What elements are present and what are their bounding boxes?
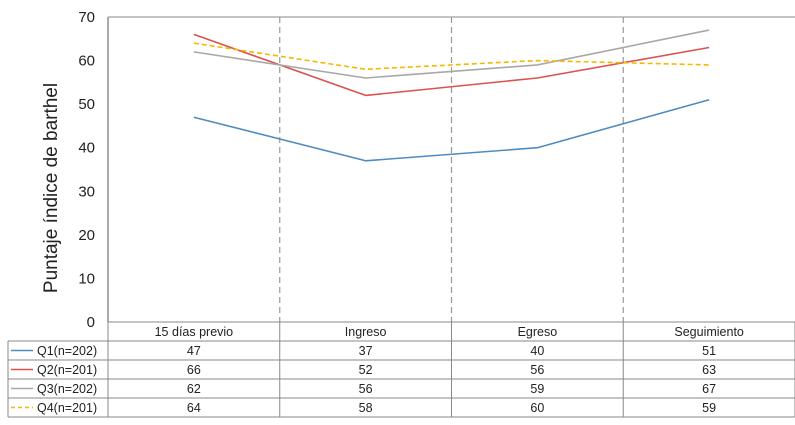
y-tick-label: 20 xyxy=(78,227,95,244)
table-value-cell: 66 xyxy=(187,363,201,377)
x-category-label: Egreso xyxy=(518,325,558,339)
series-line-q3 xyxy=(193,29,710,79)
table-value-cell: 62 xyxy=(187,382,201,396)
table-value-cell: 59 xyxy=(530,382,544,396)
table-value-cell: 47 xyxy=(187,344,201,358)
y-tick-label: 70 xyxy=(78,9,95,26)
legend-label: Q2(n=201) xyxy=(37,363,97,377)
x-category-label: Ingreso xyxy=(345,325,387,339)
table-value-cell: 60 xyxy=(530,401,544,415)
table-value-cell: 56 xyxy=(359,382,373,396)
table-value-cell: 51 xyxy=(702,344,716,358)
series-line-q1 xyxy=(193,99,710,162)
table-value-cell: 64 xyxy=(187,401,201,415)
series-line-q4 xyxy=(193,42,710,71)
table-value-cell: 67 xyxy=(702,382,716,396)
table-value-cell: 40 xyxy=(530,344,544,358)
separator-layer xyxy=(279,17,624,322)
y-tick-label: 0 xyxy=(87,314,95,331)
y-tick-label: 50 xyxy=(78,96,95,113)
x-category-label: 15 días previo xyxy=(155,325,234,339)
table-value-cell: 58 xyxy=(359,401,373,415)
legend-label: Q4(n=201) xyxy=(37,401,97,415)
table-value-cell: 37 xyxy=(359,344,373,358)
legend-label: Q3(n=202) xyxy=(37,382,97,396)
table-value-cell: 56 xyxy=(530,363,544,377)
table-value-cell: 52 xyxy=(359,363,373,377)
y-tick-label: 30 xyxy=(78,183,95,200)
legend-label: Q1(n=202) xyxy=(37,344,97,358)
series-layer xyxy=(193,29,710,162)
x-category-label: Seguimiento xyxy=(674,325,744,339)
table-value-cell: 63 xyxy=(702,363,716,377)
y-tick-label: 10 xyxy=(78,270,95,287)
y-axis-label: Puntaje índice de barthel xyxy=(41,83,62,293)
axis-layer: 0 10 20 30 40 50 60 70 xyxy=(78,9,795,331)
table-value-cell: 59 xyxy=(702,401,716,415)
y-tick-label: 60 xyxy=(78,53,95,70)
y-tick-label: 40 xyxy=(78,140,95,157)
data-table: 15 días previo Ingreso Egreso Seguimiento Q1… xyxy=(7,321,795,418)
